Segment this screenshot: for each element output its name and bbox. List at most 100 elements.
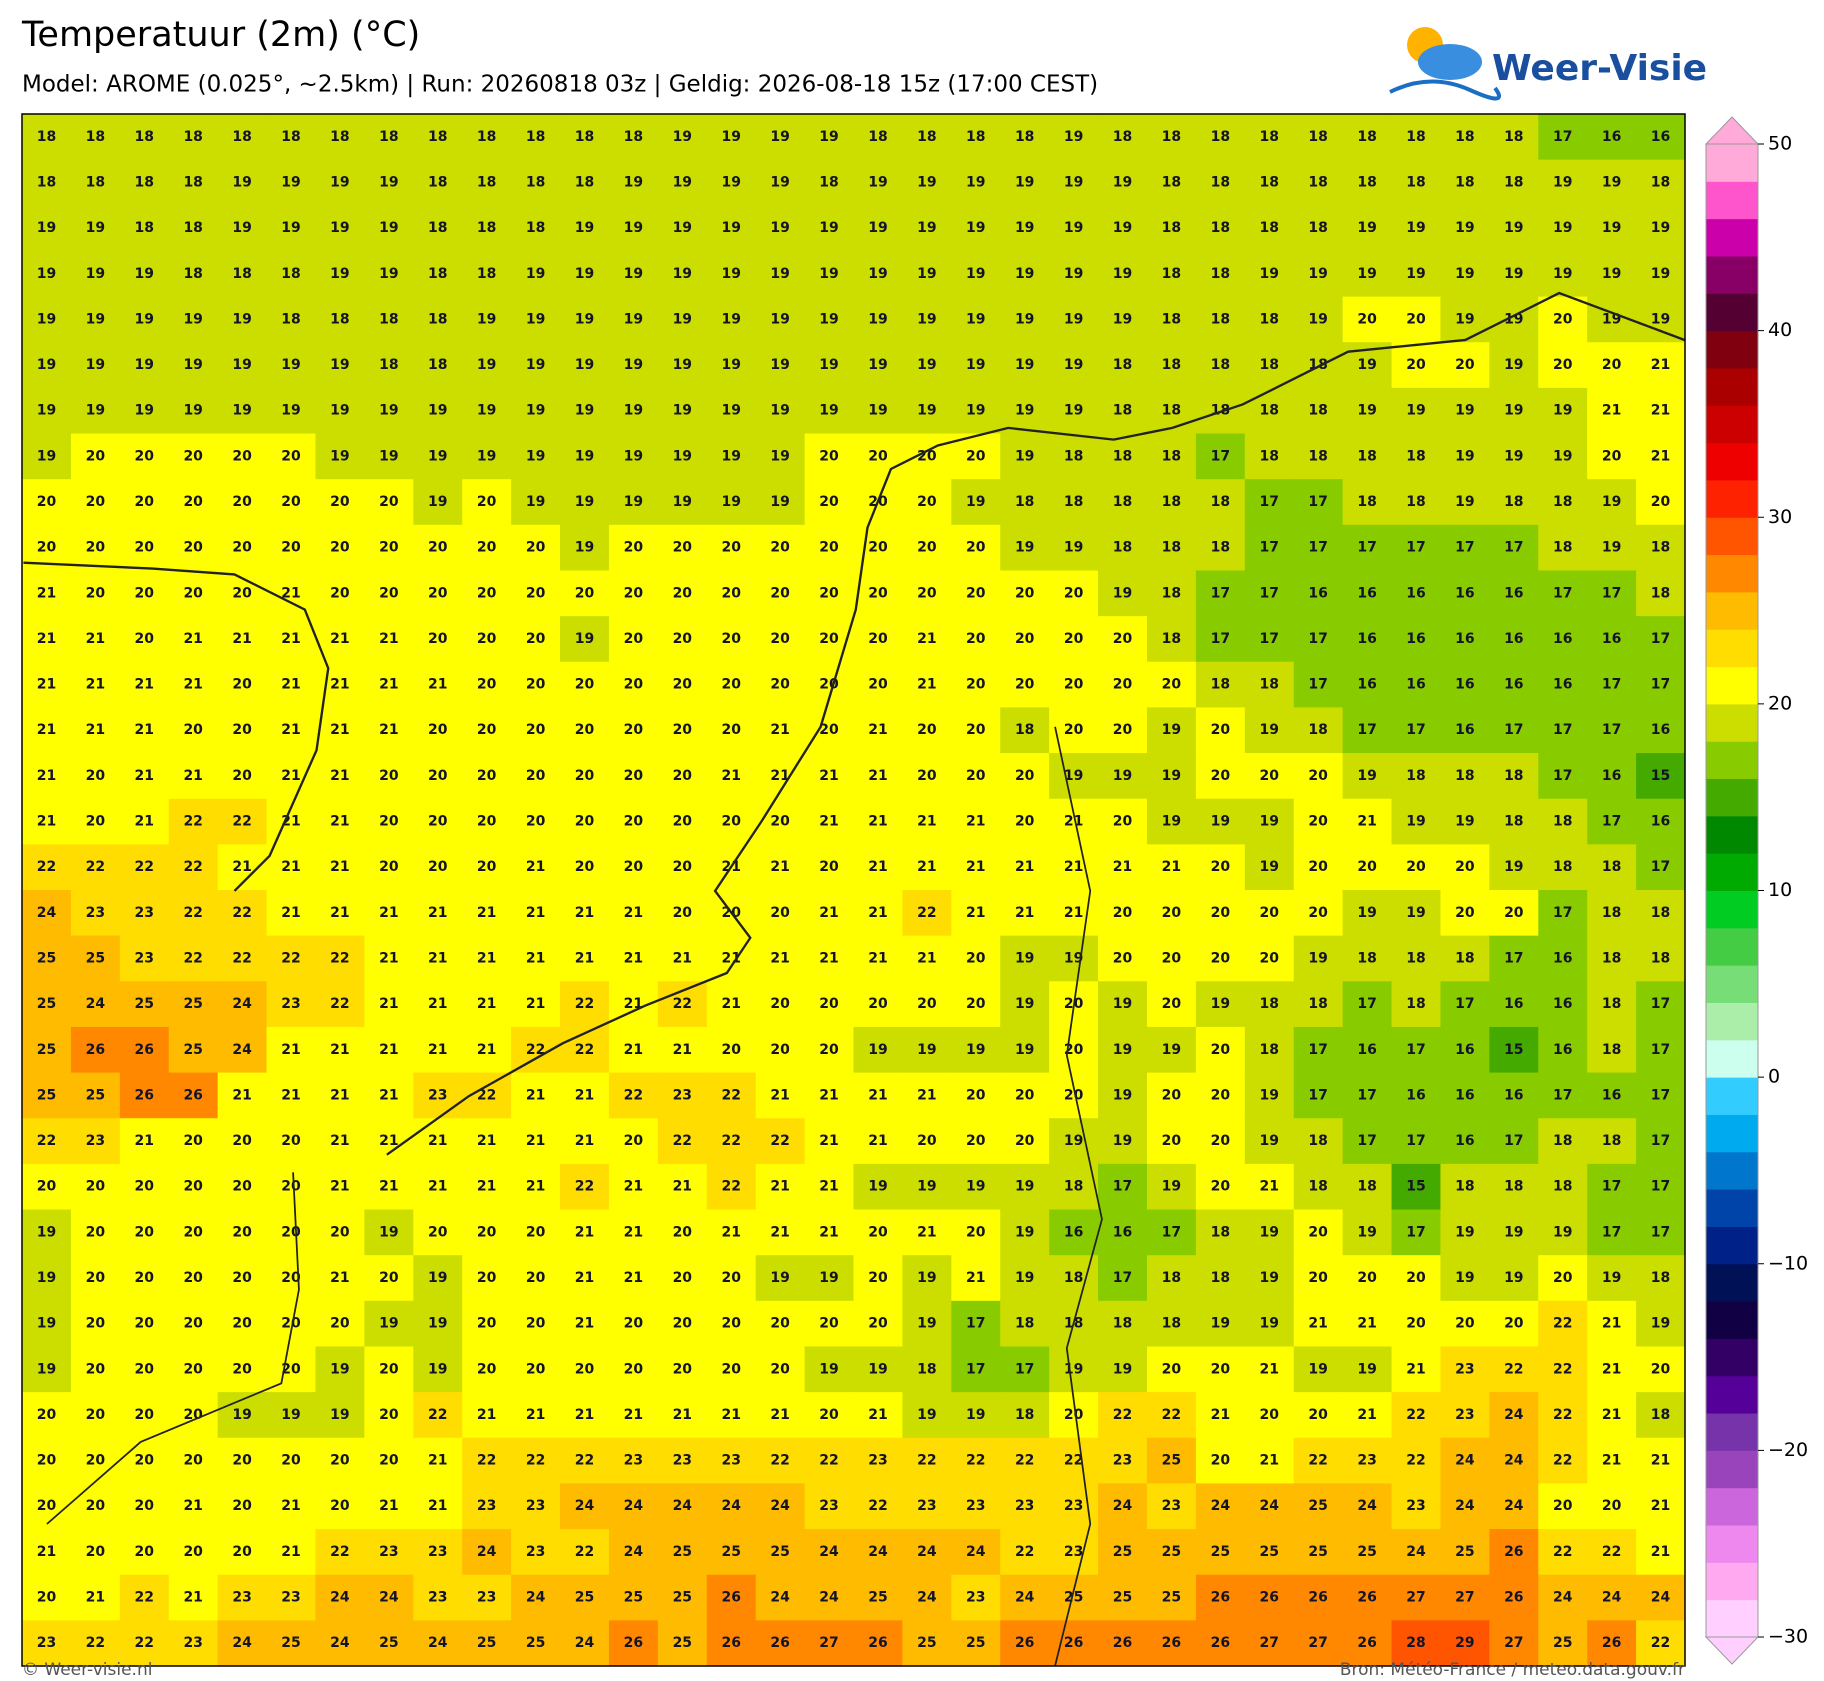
temperature-label: 19 <box>575 448 594 464</box>
temperature-cell <box>1636 890 1686 937</box>
temperature-cell <box>1342 250 1393 298</box>
temperature-label: 21 <box>1602 1453 1621 1469</box>
temperature-cell <box>560 661 610 708</box>
temperature-label: 19 <box>379 1316 398 1332</box>
temperature-label: 21 <box>966 1270 985 1286</box>
temperature-label: 17 <box>1357 996 1376 1012</box>
temperature-cell <box>902 935 952 982</box>
temperature-label: 18 <box>477 129 496 145</box>
temperature-cell <box>511 524 561 571</box>
temperature-label: 21 <box>379 1133 398 1149</box>
temperature-label: 18 <box>1455 950 1474 966</box>
temperature-cell <box>1391 1026 1441 1074</box>
temperature-cell <box>804 1163 854 1211</box>
temperature-cell <box>1098 981 1148 1028</box>
temperature-cell <box>1293 1437 1344 1484</box>
temperature-label: 19 <box>575 403 594 419</box>
temperature-cell <box>462 844 512 891</box>
temperature-cell <box>1244 1255 1295 1302</box>
temperature-label: 20 <box>428 1224 448 1240</box>
temperature-label: 17 <box>1651 1087 1670 1103</box>
temperature-label: 20 <box>477 768 497 784</box>
temperature-label: 20 <box>232 1453 252 1469</box>
temperature-label: 20 <box>428 768 448 784</box>
temperature-cell <box>1098 707 1148 754</box>
temperature-label: 22 <box>86 859 105 875</box>
temperature-label: 23 <box>819 1498 838 1514</box>
temperature-label: 17 <box>1260 540 1279 556</box>
temperature-label: 21 <box>819 1087 838 1103</box>
temperature-label: 18 <box>1455 1179 1474 1195</box>
temperature-label: 20 <box>868 677 888 693</box>
temperature-cell <box>1098 661 1148 708</box>
temperature-cell <box>1538 1026 1588 1074</box>
temperature-label: 20 <box>232 722 252 738</box>
temperature-cell <box>1342 1392 1393 1439</box>
temperature-label: 19 <box>721 266 740 282</box>
temperature-label: 18 <box>1357 174 1376 190</box>
temperature-cell <box>364 1072 414 1119</box>
temperature-label: 25 <box>1260 1544 1279 1560</box>
temperature-cell <box>755 1529 806 1576</box>
temperature-label: 25 <box>37 996 56 1012</box>
temperature-cell <box>1489 1483 1539 1530</box>
temperature-label: 23 <box>1064 1544 1083 1560</box>
temperature-label: 16 <box>1455 1133 1474 1149</box>
temperature-label: 19 <box>1064 540 1083 556</box>
temperature-label: 19 <box>281 220 300 236</box>
temperature-label: 21 <box>232 1087 251 1103</box>
temperature-cell <box>1587 1437 1637 1484</box>
temperature-label: 25 <box>917 1635 936 1651</box>
temperature-cell <box>511 114 561 161</box>
temperature-cell <box>1293 798 1344 845</box>
temperature-cell <box>1636 661 1686 708</box>
temperature-cell <box>70 387 121 435</box>
temperature-cell <box>657 114 708 161</box>
temperature-label: 26 <box>86 1042 105 1058</box>
temperature-label: 18 <box>1504 494 1523 510</box>
temperature-cell <box>902 114 952 161</box>
temperature-label: 21 <box>1162 859 1181 875</box>
temperature-label: 20 <box>1455 357 1475 373</box>
temperature-label: 22 <box>575 1179 594 1195</box>
temperature-label: 20 <box>1211 1361 1231 1377</box>
temperature-cell <box>1293 479 1344 526</box>
temperature-label: 19 <box>1455 266 1474 282</box>
temperature-cell <box>1244 798 1295 845</box>
temperature-label: 20 <box>86 1179 106 1195</box>
temperature-cell <box>902 296 952 343</box>
temperature-cell <box>706 479 757 526</box>
temperature-cell <box>119 753 170 800</box>
temperature-cell <box>755 296 806 343</box>
temperature-label: 20 <box>1260 1407 1280 1423</box>
temperature-label: 19 <box>1015 950 1034 966</box>
temperature-label: 19 <box>1455 311 1474 327</box>
temperature-label: 20 <box>183 448 203 464</box>
temperature-cell <box>70 890 121 937</box>
temperature-label: 24 <box>1406 1544 1426 1560</box>
temperature-label: 19 <box>1308 950 1327 966</box>
temperature-cell <box>511 844 561 891</box>
temperature-cell <box>951 296 1001 343</box>
temperature-cell <box>1049 387 1099 435</box>
temperature-label: 24 <box>330 1590 350 1606</box>
temperature-cell <box>560 1163 610 1211</box>
temperature-cell <box>608 250 659 298</box>
colorbar-band <box>1706 1226 1758 1265</box>
temperature-label: 18 <box>1162 357 1181 373</box>
colorbar-band <box>1706 1301 1758 1339</box>
temperature-label: 19 <box>770 266 789 282</box>
temperature-cell <box>755 524 806 571</box>
temperature-cell <box>462 433 512 480</box>
temperature-label: 20 <box>1211 722 1231 738</box>
temperature-label: 20 <box>37 540 57 556</box>
temperature-label: 20 <box>281 1453 301 1469</box>
temperature-cell <box>1342 1118 1393 1165</box>
temperature-label: 24 <box>721 1498 741 1514</box>
temperature-label: 17 <box>1113 1179 1132 1195</box>
temperature-label: 22 <box>575 1453 594 1469</box>
temperature-cell <box>511 1529 561 1576</box>
temperature-label: 20 <box>232 540 252 556</box>
temperature-cell <box>706 433 757 480</box>
